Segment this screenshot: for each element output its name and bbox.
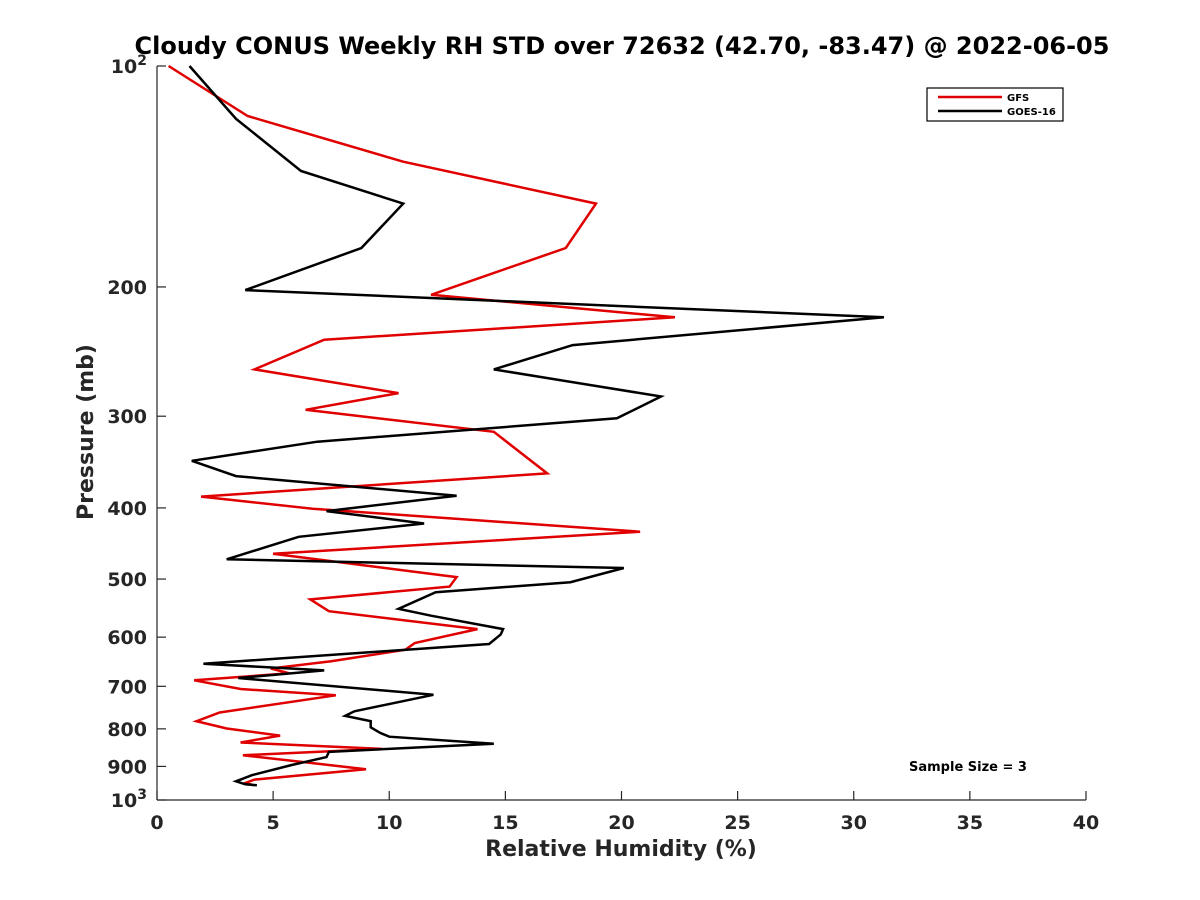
- y-axis-label: Pressure (mb): [74, 344, 99, 520]
- y-axis-ticks: 102 200 300 400 500 600 700 800 900 103: [107, 53, 166, 812]
- x-tick-label: 20: [608, 812, 634, 834]
- x-axis-label: Relative Humidity (%): [485, 837, 757, 862]
- legend-box: [926, 87, 1064, 122]
- legend-label-goes-16: GOES-16: [1007, 107, 1056, 118]
- y-tick-label: 400: [107, 498, 147, 520]
- x-tick-label: 40: [1073, 812, 1099, 834]
- y-tick-label: 300: [107, 406, 147, 428]
- series-line-gfs: [167, 64, 676, 787]
- chart-title: Cloudy CONUS Weekly RH STD over 72632 (4…: [135, 32, 1110, 60]
- legend: GFS GOES-16: [926, 87, 1064, 122]
- x-axis-ticks: 0 5 10 15 20 25 30 35 40: [150, 791, 1099, 834]
- series-line-goes-16: [188, 65, 885, 787]
- axes: [156, 66, 1086, 801]
- sample-size-annotation: Sample Size = 3: [909, 760, 1027, 775]
- y-tick-label: 200: [107, 277, 147, 299]
- x-tick-label: 0: [150, 812, 163, 834]
- x-tick-label: 10: [376, 812, 402, 834]
- y-tick-label: 700: [107, 676, 147, 698]
- x-tick-label: 5: [267, 812, 280, 834]
- legend-label-gfs: GFS: [1007, 93, 1029, 104]
- x-tick-label: 35: [957, 812, 983, 834]
- y-tick-label: 800: [107, 719, 147, 741]
- x-tick-label: 25: [724, 812, 750, 834]
- y-tick-label: 102: [111, 53, 147, 78]
- plot-area: [167, 64, 885, 787]
- y-tick-label: 500: [107, 569, 147, 591]
- y-tick-label: 103: [111, 787, 147, 812]
- x-tick-label: 30: [841, 812, 867, 834]
- y-tick-label: 600: [107, 627, 147, 649]
- y-tick-label: 900: [107, 756, 147, 778]
- x-tick-label: 15: [492, 812, 518, 834]
